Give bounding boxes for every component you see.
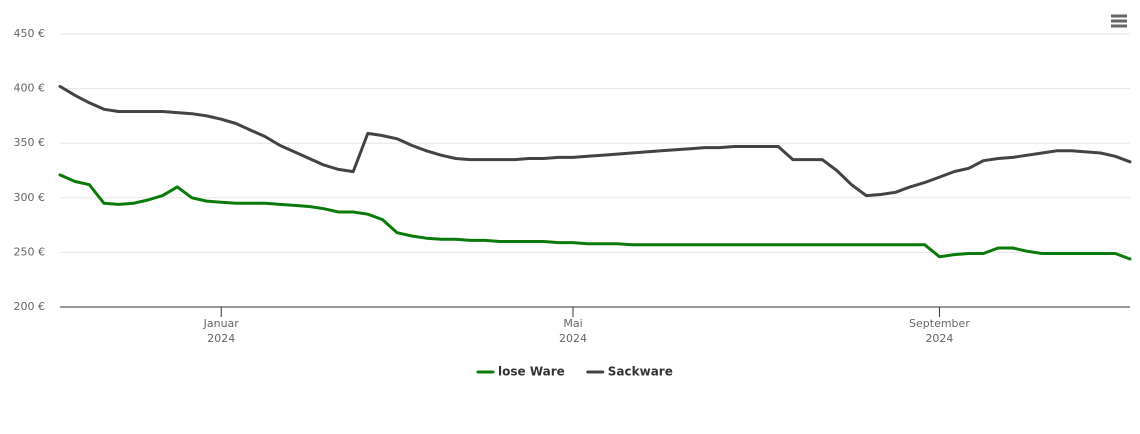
legend-label: lose Ware — [498, 365, 565, 379]
x-tick-label: Januar 2024 — [203, 317, 239, 345]
x-tick-label: September 2024 — [909, 317, 970, 345]
legend: lose Ware Sackware — [476, 365, 673, 379]
y-tick-label: 450 € — [14, 27, 46, 40]
legend-item: lose Ware — [476, 365, 565, 379]
series-line — [58, 84, 1132, 198]
series-line — [58, 173, 1132, 261]
y-tick-label: 350 € — [14, 136, 46, 149]
menu-button[interactable] — [1108, 12, 1130, 32]
y-tick-label: 250 € — [14, 245, 46, 258]
legend-label: Sackware — [608, 365, 673, 379]
x-tick-label: Mai 2024 — [559, 317, 587, 345]
y-tick-label: 300 € — [14, 191, 46, 204]
legend-item: Sackware — [586, 365, 673, 379]
y-tick-label: 200 € — [14, 300, 46, 313]
y-tick-label: 400 € — [14, 82, 46, 95]
